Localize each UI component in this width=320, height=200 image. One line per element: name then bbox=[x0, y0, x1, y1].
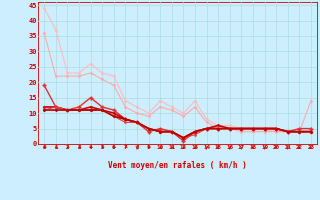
X-axis label: Vent moyen/en rafales ( km/h ): Vent moyen/en rafales ( km/h ) bbox=[108, 161, 247, 170]
